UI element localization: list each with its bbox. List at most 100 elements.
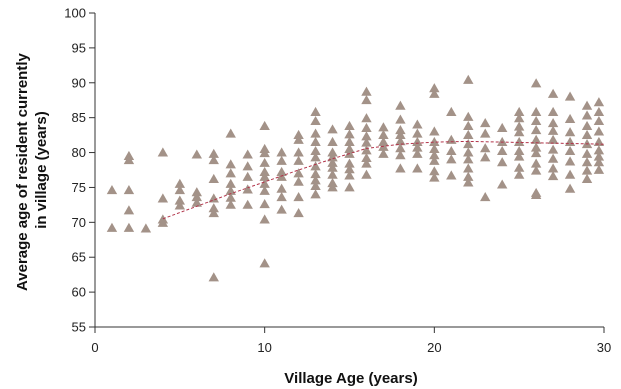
data-point	[412, 128, 423, 138]
data-point	[361, 158, 372, 168]
data-point	[242, 149, 253, 159]
data-point	[157, 147, 169, 157]
data-point	[123, 222, 135, 232]
data-point	[361, 86, 372, 96]
data-point	[310, 128, 321, 138]
data-point	[327, 162, 338, 172]
data-point	[293, 208, 304, 218]
data-point	[564, 169, 576, 179]
data-point	[530, 165, 542, 175]
trend-line	[162, 140, 605, 220]
data-point	[361, 169, 372, 179]
data-point	[463, 138, 474, 149]
y-tick-label: 60	[72, 285, 86, 300]
data-point	[225, 192, 236, 202]
data-point	[395, 150, 406, 160]
data-point	[395, 114, 406, 124]
data-point	[276, 166, 287, 176]
y-axis-title: Average age of resident currently in vil…	[14, 49, 50, 291]
data-point	[395, 129, 406, 140]
data-point	[564, 113, 576, 123]
data-point	[429, 83, 440, 93]
data-point	[547, 88, 559, 98]
data-point	[106, 222, 118, 232]
data-point	[361, 113, 372, 123]
data-point	[361, 152, 372, 163]
y-axis-title-line-2: in village (years)	[33, 111, 50, 229]
data-point	[225, 178, 236, 188]
data-point	[293, 176, 304, 186]
data-point	[208, 208, 219, 218]
data-point	[429, 88, 440, 98]
data-point	[174, 178, 186, 188]
data-point	[327, 152, 338, 162]
data-point	[174, 200, 186, 210]
data-point	[310, 115, 321, 126]
data-point	[547, 171, 559, 181]
data-point	[593, 145, 605, 155]
data-point	[593, 97, 605, 107]
data-point	[361, 145, 372, 155]
data-point	[480, 152, 491, 162]
data-point	[327, 157, 338, 167]
data-point	[593, 157, 605, 167]
data-point	[174, 195, 186, 205]
data-point	[293, 168, 304, 178]
data-point	[513, 162, 525, 172]
data-point	[361, 95, 372, 105]
data-point	[208, 272, 219, 282]
x-tick-label: 20	[427, 340, 441, 355]
data-point	[225, 128, 236, 138]
data-point	[259, 258, 270, 268]
x-tick-label: 0	[91, 340, 98, 355]
data-point	[395, 136, 406, 146]
data-point	[581, 110, 593, 120]
data-point	[259, 214, 270, 224]
data-point	[429, 172, 440, 182]
data-point	[463, 111, 474, 121]
data-point	[446, 106, 457, 116]
data-point	[191, 192, 202, 202]
data-point	[463, 177, 474, 187]
data-point	[593, 115, 605, 126]
data-point	[191, 149, 202, 159]
data-point	[547, 106, 559, 116]
data-point	[463, 154, 474, 164]
data-point	[344, 158, 355, 168]
data-point	[378, 122, 389, 132]
data-point	[446, 154, 457, 164]
data-point	[208, 193, 219, 203]
data-point	[593, 164, 605, 174]
data-point	[208, 173, 219, 183]
data-point	[581, 148, 593, 158]
data-point	[497, 179, 508, 189]
data-point	[547, 125, 559, 135]
data-point	[378, 136, 389, 146]
data-point	[310, 152, 321, 162]
data-point	[395, 125, 406, 135]
data-point	[463, 129, 474, 140]
data-point	[293, 155, 304, 165]
data-point	[412, 142, 423, 152]
data-point	[547, 163, 559, 173]
data-point	[446, 170, 457, 180]
y-axis-title-line-1: Average age of resident currently	[14, 53, 31, 292]
data-point	[242, 184, 253, 194]
data-point	[225, 168, 236, 178]
data-point	[412, 136, 423, 146]
data-point	[564, 127, 576, 137]
data-point	[480, 118, 491, 128]
data-point	[378, 129, 389, 140]
data-point	[530, 158, 542, 168]
data-point	[547, 144, 559, 154]
data-point	[564, 183, 576, 193]
data-point	[259, 178, 270, 188]
data-point	[581, 100, 593, 110]
data-point	[344, 143, 355, 153]
data-point	[593, 151, 605, 161]
data-point	[480, 192, 491, 202]
data-point	[395, 163, 406, 173]
data-point	[429, 136, 440, 146]
data-point	[463, 120, 474, 130]
